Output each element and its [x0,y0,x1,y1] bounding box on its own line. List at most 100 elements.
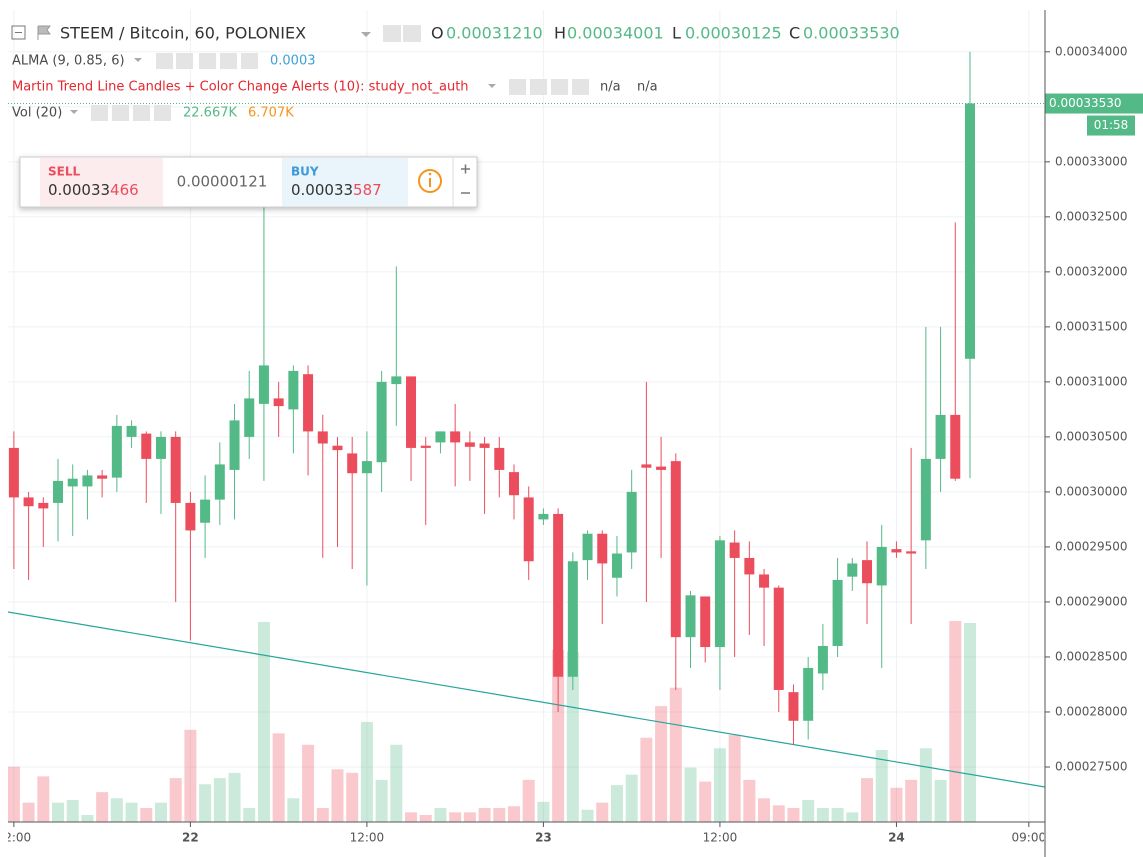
symbol-title: STEEM / Bitcoin, 60, POLONIEX [60,24,306,43]
candle-body [23,497,34,507]
candle-body [273,398,284,407]
dropdown[interactable] [70,110,78,114]
candle-body [111,425,122,478]
candle-body [8,447,19,498]
plus-button[interactable] [461,164,470,174]
order-widget: SELL 0.00033466 0.00000121 BUY 0.0003358… [19,156,478,208]
icon-button[interactable] [112,105,129,121]
icon-button[interactable] [403,25,421,42]
indicator-value: 0.0003 [270,54,316,69]
candle-body [847,563,858,577]
icon-button[interactable] [509,79,526,95]
candle-body [155,436,166,459]
candle-body [82,475,93,487]
volume-bar [96,792,109,822]
candle-body [582,533,593,561]
icon-button[interactable] [572,79,589,95]
volume-bar [302,744,315,822]
volume-bar [257,621,270,822]
plot-area [8,51,1045,822]
volume-bar [81,814,94,822]
candle-body [759,574,770,588]
x-axis: 12:00 22 12:00 23 12:00 24 09:00 [8,822,1044,845]
volume-bar [331,769,344,822]
candle-body [376,381,387,463]
volume-bar [52,802,65,822]
volume-bar [596,802,609,822]
ohlc-label: L [672,24,681,43]
indicator-value: 6.707K [248,106,294,121]
icon-button[interactable] [383,25,401,42]
volume-bar [772,805,785,822]
volume-bar [758,798,771,822]
candle-body [523,497,534,562]
buy-label: BUY [291,165,319,179]
icon [428,172,432,176]
collapse-button[interactable] [11,25,26,40]
indicator-name: Vol (20) [12,106,62,121]
volume-bar [625,774,638,822]
candle-body [185,502,196,531]
volume-bar [713,748,726,822]
volume-bar [522,779,535,822]
ohlc-label: H [554,24,566,43]
x-tick-label: 22 [182,831,199,845]
volume-bar [463,812,476,822]
ohlc-value: 0.00030125 [685,24,782,43]
icon-button[interactable] [156,53,173,69]
candle-body [714,540,725,648]
countdown-tag [1087,115,1135,136]
icon-button[interactable] [199,53,216,69]
volume-bar [169,778,182,822]
candle-body [700,596,711,648]
ohlc-label: C [789,24,800,43]
icon-button[interactable] [220,53,237,69]
icon-button[interactable] [176,53,193,69]
y-tick-label: 0.00033000 [1055,154,1128,168]
volume-bar [831,807,844,822]
dropdown[interactable] [134,58,142,62]
candle-body [303,374,314,432]
indicator-buttons [509,79,589,95]
info-button[interactable] [418,169,442,193]
icon-button[interactable] [530,79,547,95]
sell-label: SELL [48,165,80,179]
ohlc-value: 0.00033530 [803,24,900,43]
price-tag [1045,93,1143,114]
y-tick-label: 0.00028000 [1055,704,1128,718]
y-tick-label: 0.00034000 [1055,44,1128,58]
y-tick-label: 0.00029000 [1055,594,1128,608]
icon-button[interactable] [154,105,171,121]
candle-body [450,431,461,443]
volume-bar [419,814,432,822]
volume-bar [552,649,565,822]
candle-body [641,464,652,468]
dropdown[interactable] [361,32,371,37]
icon-button[interactable] [551,79,568,95]
y-tick-label: 0.00030500 [1055,429,1128,443]
volume-bar [434,807,447,822]
dropdown[interactable] [488,84,496,88]
buy-button[interactable] [282,158,408,206]
candle-body [685,595,696,638]
countdown-label: 01:58 [1094,118,1129,132]
volume-bar [213,778,226,822]
volume-bar [199,784,212,822]
volume-bar [743,779,756,822]
volume-bar [287,798,300,822]
candle-body [391,376,402,385]
y-axis: 0.000340000.000335000.000330000.00032500… [1045,44,1143,773]
candle-body [200,499,211,523]
candle-body [567,561,578,677]
indicator-buttons [156,53,258,69]
icon-button[interactable] [241,53,258,69]
candle-body [803,667,814,721]
sell-button[interactable] [40,158,163,206]
ohlc-value: 0.00034001 [567,24,664,43]
candle-body [435,431,446,443]
indicator-value: n/a [637,80,658,95]
candle-body [597,533,608,564]
icon-button[interactable] [133,105,150,121]
icon-button[interactable] [91,105,108,121]
volume-bar [846,812,859,822]
